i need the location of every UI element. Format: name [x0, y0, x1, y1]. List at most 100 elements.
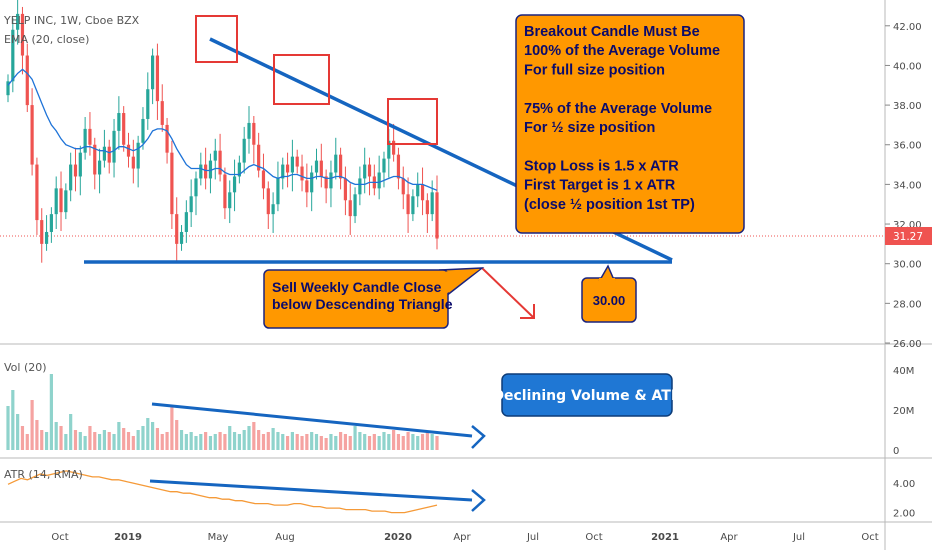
- volume-bar: [35, 420, 39, 450]
- candle-body: [237, 162, 241, 177]
- volume-bar: [343, 434, 348, 450]
- atr-legend[interactable]: ATR (14, RMA): [4, 468, 83, 481]
- volume-bar: [271, 428, 275, 450]
- volume-bar: [78, 432, 82, 450]
- callout-line: Stop Loss is 1.5 x ATR: [524, 158, 679, 174]
- candle-body: [25, 55, 29, 106]
- volume-bar: [319, 436, 323, 450]
- candle-body: [40, 220, 44, 244]
- candle-body: [430, 192, 434, 215]
- volume-bar: [324, 438, 328, 450]
- volume-bar: [372, 434, 376, 450]
- breakout-rules-callout[interactable]: [515, 14, 745, 234]
- volume-bar: [348, 436, 352, 450]
- price-tick-label: 42.00: [893, 22, 922, 33]
- volume-bar: [261, 434, 266, 450]
- candle-body: [160, 101, 164, 125]
- candle-body: [6, 81, 10, 96]
- volume-bar: [136, 430, 140, 450]
- volume-series: [6, 374, 439, 450]
- volume-bar: [281, 434, 285, 450]
- volume-bar: [117, 422, 121, 450]
- candle-body: [117, 113, 121, 131]
- price-badge: [885, 227, 932, 245]
- sell-signal-callout[interactable]: [263, 269, 449, 329]
- price-tick-label: 38.00: [893, 101, 922, 112]
- candle-body: [93, 144, 97, 175]
- volume-legend[interactable]: Vol (20): [4, 361, 47, 374]
- volume-bar: [392, 430, 396, 450]
- volume-bar: [314, 434, 319, 450]
- price-tick-label: 34.00: [893, 180, 922, 191]
- candle-body: [285, 164, 290, 173]
- volume-bar: [218, 432, 222, 450]
- price-badge-text: 31.27: [893, 231, 923, 243]
- volume-callout-text: Declining Volume & ATR: [492, 388, 681, 404]
- candle-body: [358, 178, 362, 195]
- price-y-axis: 26.00 28.00 30.00 32.00 34.00 36.00 38.00 40.00…: [885, 22, 922, 350]
- atr-trendline[interactable]: [149, 479, 473, 502]
- volume-bar: [73, 430, 78, 450]
- volume-trendline[interactable]: [151, 402, 473, 438]
- candle-body: [228, 192, 232, 209]
- level-callout-text: 30.00: [593, 293, 626, 308]
- candle-body: [35, 164, 39, 221]
- candle-body: [184, 212, 188, 232]
- time-tick-label: Oct: [51, 532, 68, 543]
- volume-bar: [232, 432, 237, 450]
- candle-body: [64, 190, 68, 213]
- volume-bar: [16, 414, 20, 450]
- candle-body: [170, 152, 174, 215]
- volume-bar: [387, 434, 391, 450]
- volume-bar: [237, 434, 241, 450]
- symbol-legend[interactable]: YELP INC, 1W, Cboe BZX: [3, 14, 140, 27]
- volume-bar: [266, 432, 270, 450]
- volume-bar: [363, 434, 367, 450]
- candle-body: [88, 128, 92, 145]
- volume-tick-label: 40M: [893, 366, 914, 377]
- price-tick-label: 40.00: [893, 61, 922, 72]
- volume-bar: [406, 432, 410, 450]
- volume-bar: [107, 432, 111, 450]
- candle-body: [59, 188, 63, 213]
- volume-bar: [64, 434, 68, 450]
- volume-bar: [170, 406, 174, 450]
- volume-tick-label: 20M: [893, 406, 914, 417]
- candle-body: [107, 146, 111, 163]
- time-tick-label: Oct: [861, 532, 878, 543]
- candle-body: [392, 140, 396, 155]
- candle-body: [338, 154, 343, 179]
- candle-body: [155, 55, 160, 102]
- candle-body: [276, 178, 280, 205]
- candle-body: [122, 113, 126, 145]
- candle-body: [30, 105, 34, 165]
- volume-bar: [247, 426, 251, 450]
- ema-line: [7, 68, 438, 191]
- volume-bar: [396, 434, 401, 450]
- candle-body: [141, 118, 145, 143]
- projection-arrowhead: [520, 304, 535, 319]
- candle-body: [305, 180, 309, 193]
- candle-body: [396, 154, 401, 179]
- candle-body: [44, 231, 49, 244]
- ema-legend[interactable]: EMA (20, close): [4, 33, 89, 46]
- candle-body: [242, 138, 246, 163]
- volume-bar: [228, 426, 232, 450]
- candle-body: [151, 55, 155, 90]
- touch-box-1[interactable]: [195, 15, 238, 63]
- candle-body: [218, 150, 222, 175]
- candle-body: [425, 200, 429, 215]
- volume-bar: [184, 434, 188, 450]
- touch-box-3[interactable]: [387, 98, 438, 145]
- candle-body: [54, 188, 58, 215]
- volume-bar: [305, 434, 309, 450]
- touch-box-2[interactable]: [273, 54, 330, 105]
- atr-tick-label: 2.00: [893, 509, 915, 520]
- candle-body: [126, 144, 131, 157]
- candle-body: [131, 156, 135, 169]
- volume-callout[interactable]: [501, 373, 673, 417]
- volume-bar: [25, 434, 29, 450]
- candle-body: [295, 156, 299, 167]
